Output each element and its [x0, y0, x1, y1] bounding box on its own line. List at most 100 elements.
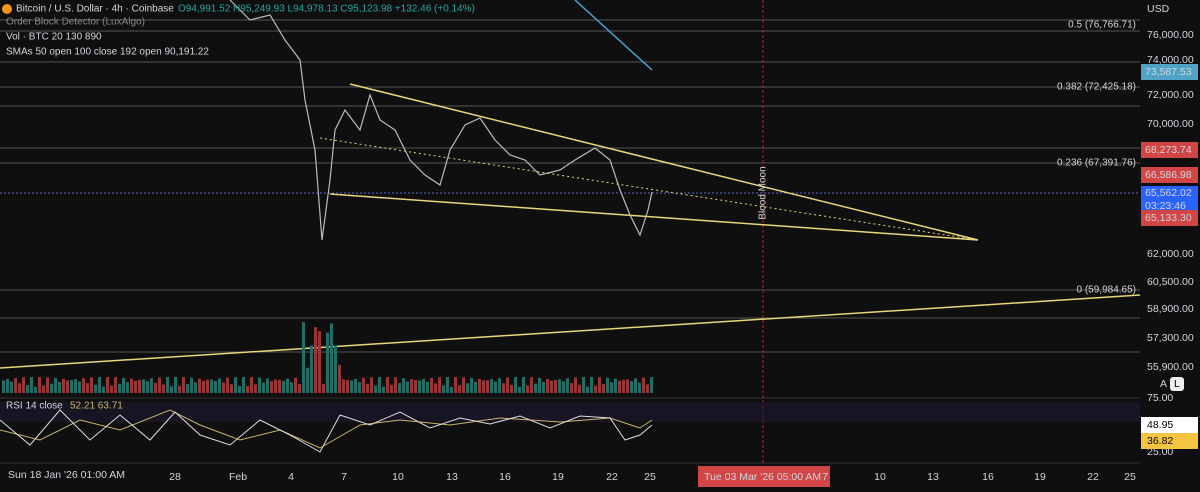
volume-bar: [446, 377, 449, 393]
volume-bar: [650, 377, 653, 393]
price-label: 72,000.00: [1147, 89, 1194, 101]
volume-bar: [578, 384, 581, 393]
volume-bar: [278, 379, 281, 393]
volume-bar: [594, 385, 597, 393]
time-label: 28: [169, 471, 181, 483]
volume-bar: [194, 382, 197, 393]
volume-bar: [342, 379, 345, 393]
annotation: Blood Moon: [758, 166, 769, 219]
badge: 65,133.30: [1145, 212, 1192, 224]
volume-bar: [102, 386, 105, 393]
indicator: Order Block Detector (LuxAlgo): [6, 17, 145, 28]
volume-bar: [38, 377, 41, 393]
drawings: [0, 0, 1141, 453]
volume-bar: [378, 377, 381, 393]
volume-bar: [406, 381, 409, 393]
volume-bar: [470, 378, 473, 393]
volume-bar: [134, 380, 137, 393]
volume-bar: [110, 385, 113, 393]
time-label: 22: [1087, 471, 1099, 483]
volume-bar: [118, 383, 121, 393]
badges: 73,587.53 68,273.74 66,586.98 65,562.02 …: [1141, 64, 1198, 449]
volume-bar: [626, 379, 629, 393]
volume-bar: [410, 379, 413, 393]
volume-bar: [542, 382, 545, 393]
volume-bar: [382, 386, 385, 393]
volume-bar: [334, 345, 337, 393]
volume-bar: [518, 386, 521, 393]
volume-bar: [438, 377, 441, 393]
price-label: 74,000.00: [1147, 54, 1194, 66]
volume-bar: [566, 378, 569, 393]
volume-bar: [158, 377, 161, 393]
volume-bar: [238, 386, 241, 393]
volume-bar: [358, 382, 361, 393]
badge: 65,562.02: [1145, 187, 1192, 199]
badge: 36.82: [1147, 435, 1173, 447]
badge: 48.95: [1147, 419, 1173, 431]
volume-bar: [634, 378, 637, 393]
volume-bar: [14, 378, 17, 393]
volume-bar: [150, 378, 153, 393]
volume-bar: [554, 379, 557, 393]
volume-bar: [274, 379, 277, 393]
price-label: 60,500.00: [1147, 276, 1194, 288]
volume-bar: [498, 378, 501, 393]
volume-bar: [486, 380, 489, 393]
volume-bar: [322, 383, 325, 393]
auto-button[interactable]: A: [1160, 378, 1167, 390]
volume-bar: [90, 377, 93, 393]
volume-bar: [226, 377, 229, 393]
volume-bars: [2, 322, 653, 393]
volume-bar: [474, 381, 477, 393]
volume-bar: [434, 383, 437, 393]
volume-bar: [570, 382, 573, 393]
fib-label: 0.236 (67,391.76): [1057, 158, 1136, 169]
volume-bar: [206, 379, 209, 393]
time-label: Feb: [229, 471, 247, 483]
volume-bar: [262, 382, 265, 393]
price-axis-labels: USD 76,000.00 74,000.00 72,000.00 70,000…: [1147, 3, 1194, 458]
volume-bar: [294, 377, 297, 393]
volume-bar: [510, 384, 513, 393]
volume-bar: [234, 377, 237, 393]
scale-buttons[interactable]: A L: [1160, 377, 1184, 391]
price-label: 62,000.00: [1147, 248, 1194, 260]
volume-bar: [178, 385, 181, 393]
volume-bar: [210, 379, 213, 393]
log-button[interactable]: L: [1174, 378, 1180, 390]
time-label: 10: [874, 471, 886, 483]
volume-bar: [54, 377, 57, 393]
volume-bar: [422, 378, 425, 393]
volume-bar: [482, 380, 485, 393]
volume-bar: [622, 379, 625, 393]
volume-bar: [106, 377, 109, 393]
volume-bar: [22, 377, 25, 393]
volume-bar: [394, 377, 397, 393]
volume-bar: [214, 381, 217, 393]
volume-bar: [266, 378, 269, 393]
volume-bar: [50, 383, 53, 393]
volume-bar: [374, 385, 377, 393]
volume-bar: [426, 381, 429, 393]
volume-bar: [286, 378, 289, 393]
volume-bar: [574, 377, 577, 393]
volume-bar: [606, 377, 609, 393]
volume-bar: [314, 327, 317, 393]
volume-bar: [290, 382, 293, 393]
volume-bar: [370, 377, 373, 393]
time-label: 4: [288, 471, 294, 483]
time-label: 7: [822, 471, 828, 483]
volume-bar: [534, 383, 537, 393]
level-lines: [0, 0, 1140, 464]
volume-bar: [478, 378, 481, 393]
volume-bar: [618, 380, 621, 393]
volume-bar: [74, 379, 77, 393]
volume-bar: [78, 381, 81, 393]
time-label: 19: [552, 471, 564, 483]
volume-bar: [222, 382, 225, 393]
time-label: 7: [341, 471, 347, 483]
volume-bar: [246, 386, 249, 393]
time-label: 16: [499, 471, 511, 483]
volume-bar: [202, 380, 205, 393]
